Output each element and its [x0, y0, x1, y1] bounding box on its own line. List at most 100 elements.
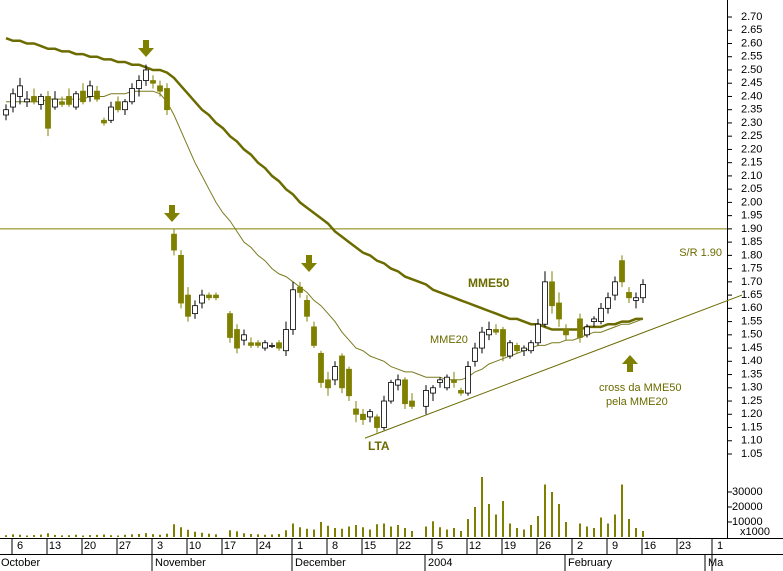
arrows [138, 40, 638, 372]
volume-bar [523, 529, 525, 537]
y-tick-label: 1.20 [741, 408, 762, 420]
x-tick-label: 3 [157, 540, 163, 552]
candle-body [402, 379, 408, 405]
candle-body [542, 281, 548, 325]
x-tick-label: 5 [437, 540, 443, 552]
candle-body [276, 342, 282, 349]
candle-body [500, 329, 506, 357]
volume-bar [453, 528, 455, 537]
y-tick-label: 2.45 [741, 77, 762, 89]
candle-body [213, 294, 219, 299]
candle-body [612, 281, 618, 296]
candle-body [80, 90, 86, 103]
x-tick-label: 16 [644, 540, 656, 552]
month-label: February [568, 557, 613, 569]
candle-body [332, 366, 338, 381]
candle-body [563, 329, 569, 336]
candle-body [507, 342, 513, 357]
volume-bar [299, 527, 301, 537]
volume-bar [334, 528, 336, 537]
candle-body [465, 366, 471, 394]
candle-body [24, 98, 30, 103]
candle-body [535, 323, 541, 344]
candle-body [318, 352, 324, 383]
candle-body [493, 329, 499, 333]
candle-body [633, 297, 639, 301]
x-tick-label: 19 [504, 540, 516, 552]
volume-bar [82, 535, 84, 537]
month-label: December [295, 557, 346, 569]
volume-bar [173, 524, 175, 537]
month-label: October [1, 557, 40, 569]
volume-bar [152, 534, 154, 537]
volume-bar [586, 526, 588, 537]
y-tick-label: 2.25 [741, 130, 762, 142]
candle-body [241, 334, 247, 341]
volume-bar [250, 534, 252, 537]
volume-bar [110, 535, 112, 537]
annotation: cross da MME50 [599, 382, 682, 394]
arrow [301, 255, 317, 272]
volume-bar [96, 534, 98, 537]
volume-bar [614, 514, 616, 537]
x-tick-label: 12 [469, 540, 481, 552]
volume-bar [446, 529, 448, 537]
y-tick-label: 1.30 [741, 382, 762, 394]
candle-body [514, 345, 520, 352]
y-tick-label: 2.60 [741, 37, 762, 49]
x-tick-label: 13 [49, 540, 61, 552]
candle-body [94, 90, 100, 100]
volume-bar [89, 535, 91, 537]
x-tick-label: 20 [84, 540, 96, 552]
volume-bar [516, 528, 518, 537]
candle-body [437, 379, 443, 383]
volume-bar [180, 527, 182, 537]
candle-body [472, 347, 478, 362]
volume-bar [369, 529, 371, 537]
x-tick-label: 6 [17, 540, 23, 552]
arrow [164, 205, 180, 222]
volume-bar [397, 525, 399, 537]
volume-unit: x1000 [740, 526, 770, 538]
x-tick-label: 2 [577, 540, 583, 552]
y-tick-label: 2.35 [741, 104, 762, 116]
x-tick-label: 10 [189, 540, 201, 552]
y-tick-label: 1.95 [741, 210, 762, 222]
candle-body [143, 69, 149, 81]
y-tick-label: 1.45 [741, 342, 762, 354]
candle-body [486, 329, 492, 336]
candle-body [87, 85, 93, 97]
volume-bar [411, 531, 413, 537]
x-tick-label: 26 [539, 540, 551, 552]
x-tick-label: 24 [259, 540, 271, 552]
candle-body [108, 106, 114, 121]
volume-bar [278, 534, 280, 537]
volume-bar [243, 533, 245, 537]
annotation: MME20 [430, 334, 468, 346]
candle-body [248, 342, 254, 346]
candle-body [304, 299, 310, 317]
volume-bar [75, 534, 77, 537]
y-tick-label: 1.25 [741, 395, 762, 407]
volume-bar [600, 517, 602, 537]
volume-bar [131, 534, 133, 537]
volume-bar [628, 519, 630, 537]
volume-bar [509, 523, 511, 537]
volume-bar [26, 535, 28, 537]
volume-bar [201, 532, 203, 537]
volume-bar [103, 534, 105, 537]
x-tick-label: 17 [224, 540, 236, 552]
volume-bar [621, 484, 623, 537]
y-tick-label: 1.65 [741, 289, 762, 301]
candle-body [549, 281, 555, 307]
candle-body [234, 329, 240, 349]
candle-body [584, 326, 590, 336]
candle-body [101, 119, 107, 124]
candle-body [66, 96, 72, 105]
volume-bar [54, 534, 56, 537]
volume-bar [187, 529, 189, 537]
volume-bar [460, 531, 462, 537]
y-tick-label: 2.55 [741, 51, 762, 63]
volume-bar [47, 533, 49, 537]
